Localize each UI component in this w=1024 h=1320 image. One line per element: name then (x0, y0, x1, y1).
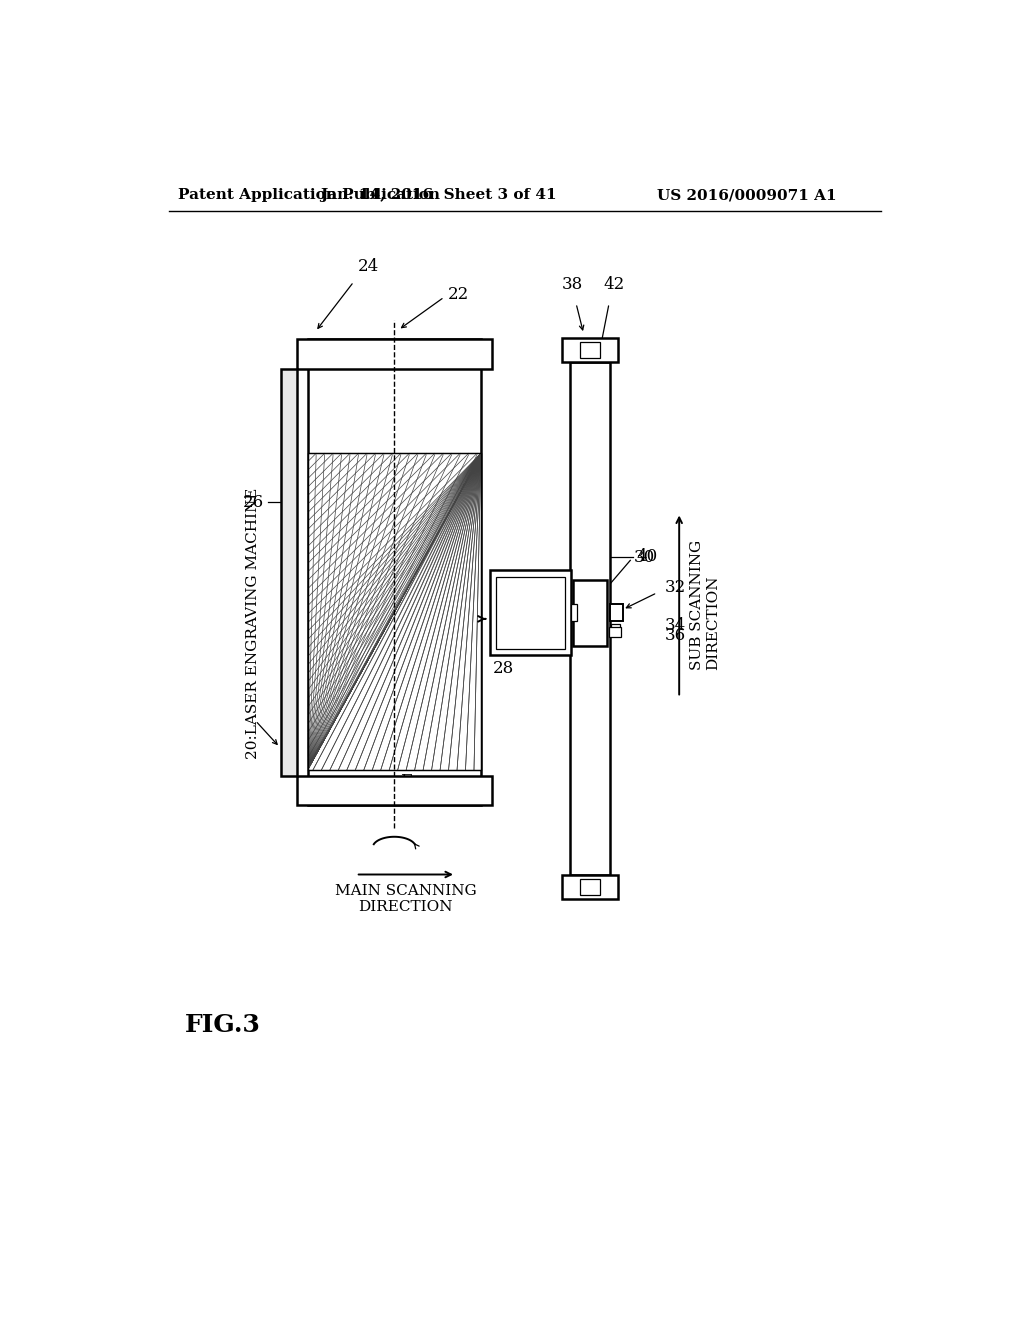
Bar (497, 577, 565, 649)
Bar (572, 579, 607, 645)
Bar (297, 776, 492, 805)
Bar (569, 363, 610, 875)
Bar (562, 338, 617, 363)
Text: US 2016/0009071 A1: US 2016/0009071 A1 (656, 189, 837, 202)
Bar (307, 453, 481, 770)
Text: 36: 36 (665, 627, 686, 644)
Text: MAIN SCANNING
DIRECTION: MAIN SCANNING DIRECTION (335, 884, 477, 913)
Bar (562, 875, 617, 899)
Text: FIG.3: FIG.3 (184, 1012, 260, 1036)
Bar (580, 879, 600, 895)
Text: 24: 24 (357, 259, 379, 276)
Text: 30: 30 (634, 549, 655, 566)
Text: 40: 40 (637, 548, 658, 565)
Text: 42: 42 (604, 276, 625, 293)
Bar (580, 342, 600, 358)
Text: 28: 28 (493, 660, 514, 677)
Bar (490, 570, 571, 655)
Text: 22: 22 (449, 286, 469, 304)
Bar (307, 453, 481, 770)
Bar (608, 627, 621, 636)
Bar (611, 624, 621, 634)
Bar (610, 605, 623, 622)
Text: F: F (400, 772, 412, 789)
Text: SUB SCANNING
DIRECTION: SUB SCANNING DIRECTION (690, 540, 720, 671)
Bar (282, 368, 297, 776)
Text: Patent Application Publication: Patent Application Publication (178, 189, 440, 202)
Bar (571, 605, 578, 622)
Bar (307, 339, 481, 805)
Text: Jan. 14, 2016  Sheet 3 of 41: Jan. 14, 2016 Sheet 3 of 41 (321, 189, 557, 202)
Text: 26: 26 (243, 494, 264, 511)
Text: 20:LASER ENGRAVING MACHINE: 20:LASER ENGRAVING MACHINE (246, 487, 260, 759)
Text: 38: 38 (561, 276, 583, 293)
Text: 34: 34 (665, 616, 686, 634)
Text: 32: 32 (665, 578, 686, 595)
Bar (297, 339, 492, 368)
